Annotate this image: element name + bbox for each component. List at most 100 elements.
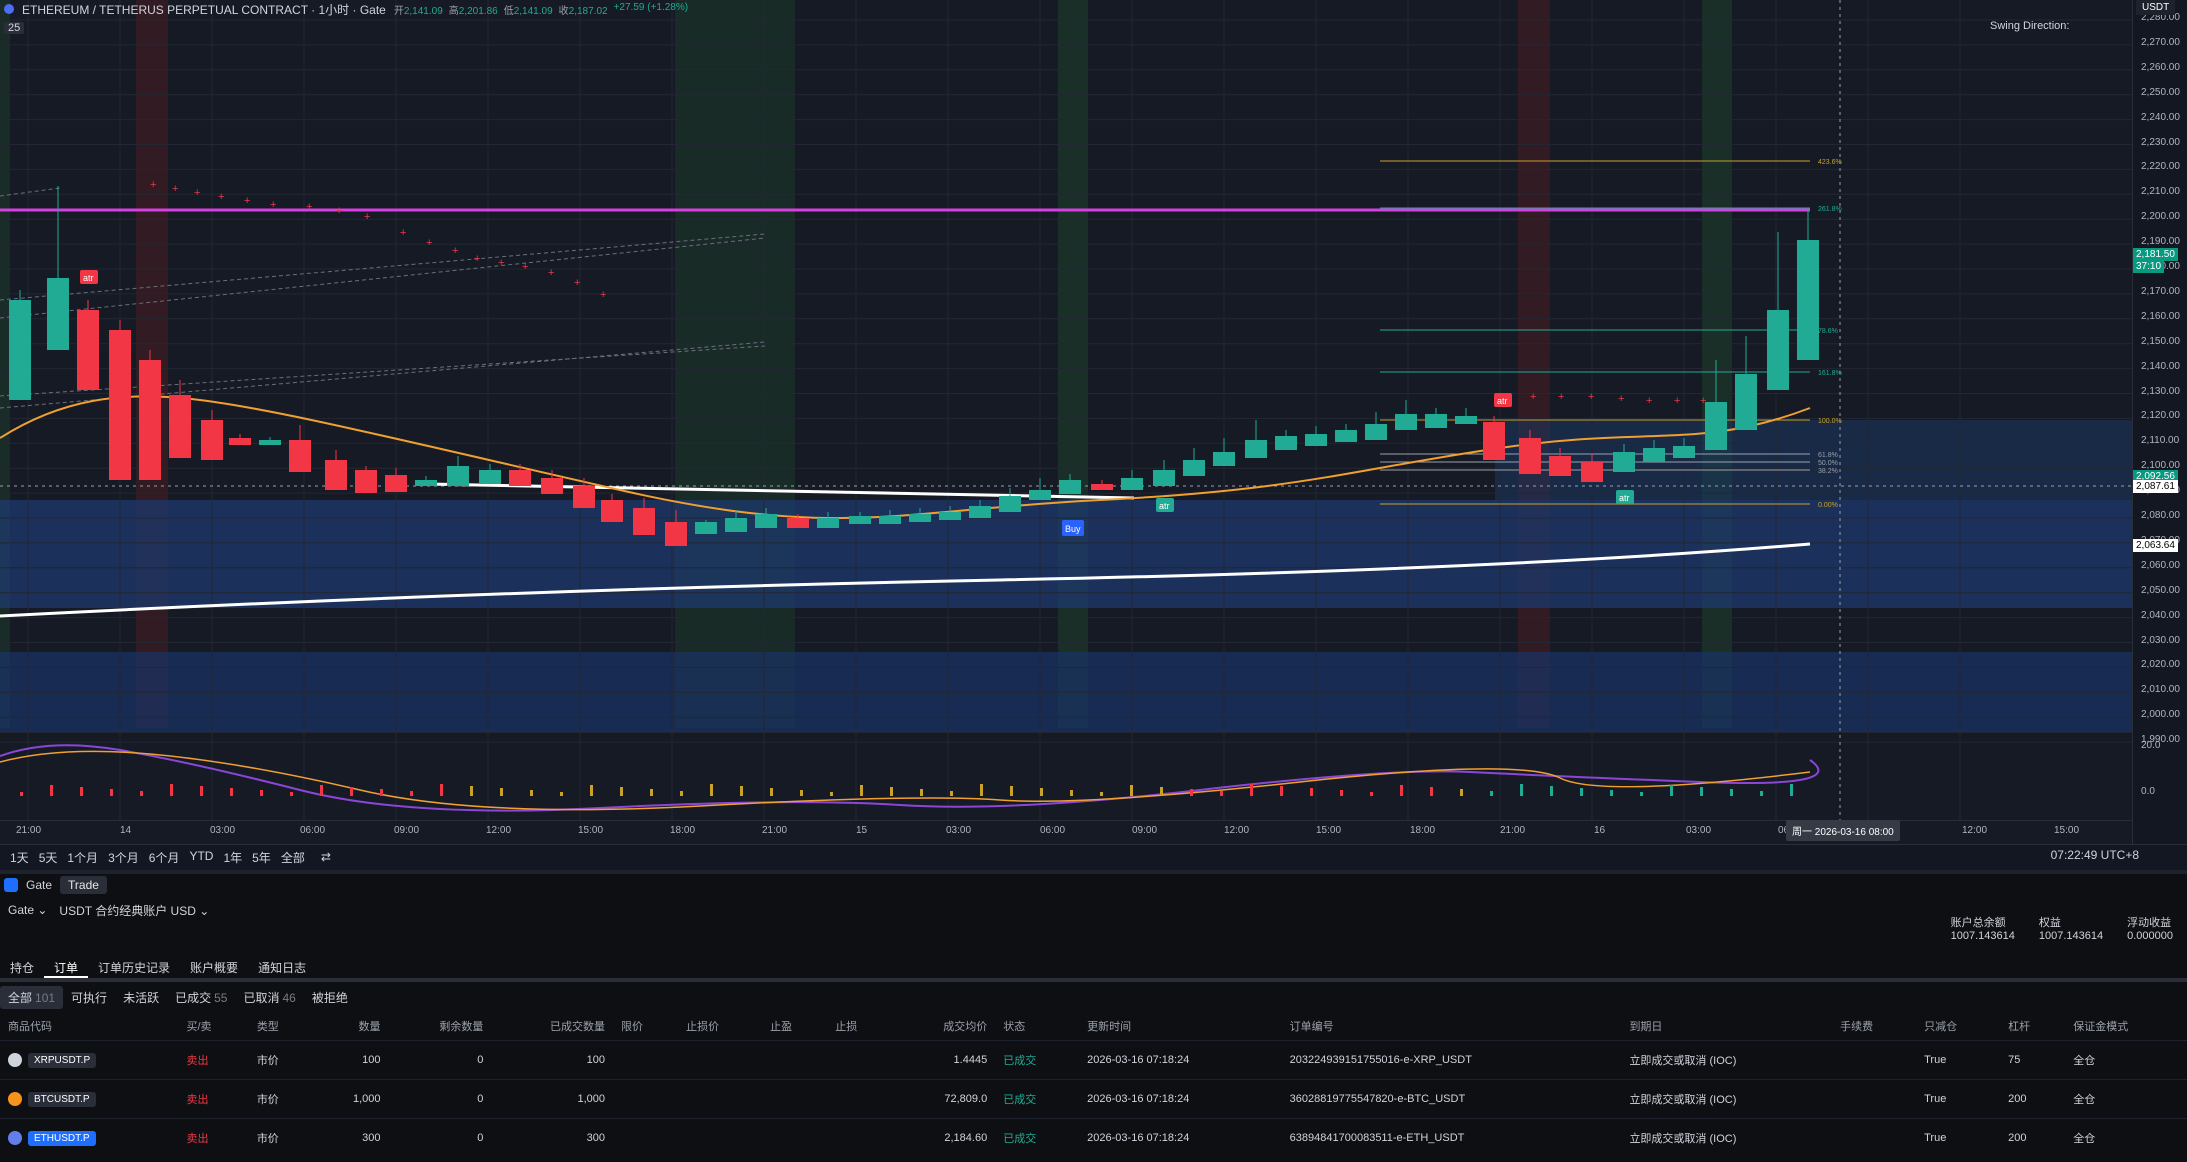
candle-body bbox=[1735, 374, 1757, 430]
range-button[interactable]: 5天 bbox=[38, 850, 58, 865]
signal-plus-marker: + bbox=[218, 191, 224, 203]
symbol-pill[interactable]: XRPUSDT.P bbox=[28, 1052, 97, 1068]
order-filter[interactable]: 未活跃 bbox=[123, 991, 160, 1005]
trade-tab[interactable]: Trade bbox=[60, 876, 107, 894]
osc-bar bbox=[560, 792, 563, 796]
column-header[interactable]: 杠杆 bbox=[2008, 1021, 2031, 1033]
chart-area[interactable]: 423.6% 261.8% 78.6% 161.8% 100.0% 61.8% 50.0% 3… bbox=[0, 0, 2187, 844]
chart-title[interactable]: ETHEREUM / TETHERUS PERPETUAL CONTRACT ·… bbox=[22, 2, 386, 17]
column-header[interactable]: 商品代码 bbox=[8, 1021, 52, 1033]
range-button[interactable]: 1天 bbox=[10, 850, 29, 865]
column-header[interactable]: 类型 bbox=[256, 1021, 279, 1033]
price-tick: 2,240.00 bbox=[2141, 111, 2180, 123]
symbol-pill[interactable]: BTCUSDT.P bbox=[28, 1091, 96, 1107]
margin-cell: 全仓 bbox=[2065, 1079, 2187, 1119]
margin-cell: 全仓 bbox=[2065, 1040, 2187, 1080]
order-row[interactable]: BTCUSDT.P 卖出 市价 1,000 0 1,000 72,809.0 已成交 2026-… bbox=[0, 1079, 2187, 1119]
column-header[interactable]: 买/卖 bbox=[186, 1021, 212, 1033]
order-filter[interactable]: 被拒绝 bbox=[311, 991, 348, 1005]
order-filter[interactable]: 全部 101 bbox=[0, 986, 64, 1009]
price-tick: 2,190.00 bbox=[2141, 236, 2180, 248]
signal-plus-marker: + bbox=[336, 205, 342, 217]
orders-table: 商品代码 买/卖 类型 数量 剩余数量 已成交数量 限价 止损价 止盈 止损 成交均价 状态 更新时间 订… bbox=[0, 1012, 2187, 1157]
column-header[interactable]: 数量 bbox=[358, 1021, 381, 1033]
time-tick: 14 bbox=[120, 825, 132, 836]
leverage-cell: 75 bbox=[2000, 1040, 2066, 1080]
column-header[interactable]: 限价 bbox=[621, 1021, 644, 1033]
panel-tab[interactable]: 持仓 bbox=[10, 961, 35, 975]
column-header[interactable]: 状态 bbox=[1003, 1021, 1026, 1033]
range-bar: 1天 5天 1个月 3个月 6个月 YTD 1年 5年 全部 ⇄ bbox=[0, 844, 2187, 869]
order-filter[interactable]: 可执行 bbox=[71, 991, 108, 1005]
range-button[interactable]: 5年 bbox=[252, 850, 271, 865]
price-tick: 2,100.00 bbox=[2141, 460, 2180, 472]
column-header[interactable]: 已成交数量 bbox=[550, 1021, 606, 1033]
column-header[interactable]: 手续费 bbox=[1840, 1021, 1874, 1033]
osc-bar bbox=[1580, 788, 1583, 796]
order-row[interactable]: XRPUSDT.P 卖出 市价 100 0 100 1.4445 已成交 2026-03-16 … bbox=[0, 1040, 2187, 1080]
time-tick: 21:00 bbox=[762, 825, 788, 836]
qty-cell: 100 bbox=[313, 1040, 389, 1080]
fib-label: 78.6% bbox=[1818, 328, 1838, 335]
order-filter[interactable]: 已取消 46 bbox=[243, 991, 296, 1005]
range-button[interactable]: YTD bbox=[189, 848, 214, 863]
status-cell: 已成交 bbox=[995, 1079, 1080, 1119]
candle-body bbox=[1183, 460, 1205, 476]
time-tick: 15:00 bbox=[2054, 825, 2080, 836]
expiry-cell: 立即成交或取消 (IOC) bbox=[1621, 1040, 1833, 1080]
column-header[interactable]: 止盈 bbox=[770, 1021, 793, 1033]
range-button[interactable]: 全部 bbox=[280, 850, 305, 865]
signal-plus-marker: + bbox=[400, 227, 406, 239]
range-button[interactable]: 1个月 bbox=[67, 850, 99, 865]
currency-selector[interactable]: USDT bbox=[2136, 0, 2176, 15]
compare-icon[interactable]: ⇄ bbox=[320, 850, 331, 864]
column-header[interactable]: 只减仓 bbox=[1924, 1021, 1958, 1033]
column-header[interactable]: 止损 bbox=[835, 1021, 858, 1033]
panel-tab[interactable]: 订单 bbox=[44, 956, 89, 978]
interval-badge[interactable]: 25 bbox=[4, 22, 25, 34]
column-header[interactable]: 保证金模式 bbox=[2073, 1021, 2129, 1033]
price-tick: 2,280.00 bbox=[2141, 12, 2180, 23]
atr-marker bbox=[1156, 498, 1174, 512]
candle-body bbox=[259, 440, 281, 445]
fib-label: 50.0% bbox=[1818, 460, 1838, 467]
column-header[interactable]: 止损价 bbox=[686, 1021, 720, 1033]
price-tick: 2,170.00 bbox=[2141, 285, 2180, 297]
time-axis[interactable]: 21:00 14 03:00 06:00 09:00 12:00 15:00 18:00 21:… bbox=[0, 820, 2132, 841]
panel-tab[interactable]: 订单历史记录 bbox=[98, 961, 171, 975]
order-filter[interactable]: 已成交 55 bbox=[175, 991, 228, 1005]
utc-clock[interactable]: 07:22:49 UTC+8 bbox=[2050, 848, 2139, 862]
column-header[interactable]: 到期日 bbox=[1629, 1021, 1663, 1033]
symbol-pill[interactable]: ETHUSDT.P bbox=[28, 1130, 96, 1146]
column-header[interactable]: 剩余数量 bbox=[439, 1021, 484, 1033]
osc-bar bbox=[1220, 791, 1223, 796]
column-header[interactable]: 更新时间 bbox=[1087, 1021, 1132, 1033]
empty-cell bbox=[827, 1118, 893, 1157]
column-header[interactable]: 订单编号 bbox=[1289, 1021, 1334, 1033]
osc-bar bbox=[1670, 785, 1673, 796]
candle-body bbox=[77, 310, 99, 390]
order-row[interactable]: ETHUSDT.P 卖出 市价 300 0 300 2,184.60 已成交 2026-03-1… bbox=[0, 1118, 2187, 1157]
signal-plus-marker: + bbox=[474, 253, 480, 265]
order_id-cell: 203224939151755016-e-XRP_USDT bbox=[1281, 1040, 1622, 1080]
order-filters: 全部 101 可执行 未活跃 已成交 55 已取消 46 被拒绝 bbox=[0, 986, 356, 1009]
range-button[interactable]: 1年 bbox=[223, 850, 243, 865]
panel-tab[interactable]: 账户概要 bbox=[190, 961, 239, 975]
osc-bar bbox=[1160, 787, 1163, 796]
column-header[interactable]: 成交均价 bbox=[943, 1021, 988, 1033]
broker-select[interactable]: Gate ⌄ bbox=[8, 903, 48, 917]
panel-tab[interactable]: 通知日志 bbox=[258, 961, 307, 975]
candle-body bbox=[695, 522, 717, 534]
price-axis[interactable]: 2,280.00 2,270.00 2,260.00 2,250.00 2,240.00… bbox=[2132, 0, 2187, 844]
range-button[interactable]: 3个月 bbox=[108, 850, 139, 865]
range-button[interactable]: 6个月 bbox=[148, 850, 180, 865]
account-select[interactable]: USDT 合约经典账户 USD ⌄ bbox=[59, 903, 210, 918]
candle-body bbox=[109, 330, 131, 480]
remaining-cell: 0 bbox=[388, 1079, 492, 1119]
candle-body bbox=[1425, 414, 1447, 428]
signal-plus-marker: + bbox=[1530, 391, 1536, 403]
empty-cell bbox=[762, 1079, 828, 1119]
candle-body bbox=[849, 516, 871, 524]
time-tick: 03:00 bbox=[1686, 825, 1712, 836]
price-chart[interactable]: 423.6% 261.8% 78.6% 161.8% 100.0% 61.8%50.0%3… bbox=[0, 0, 2132, 820]
